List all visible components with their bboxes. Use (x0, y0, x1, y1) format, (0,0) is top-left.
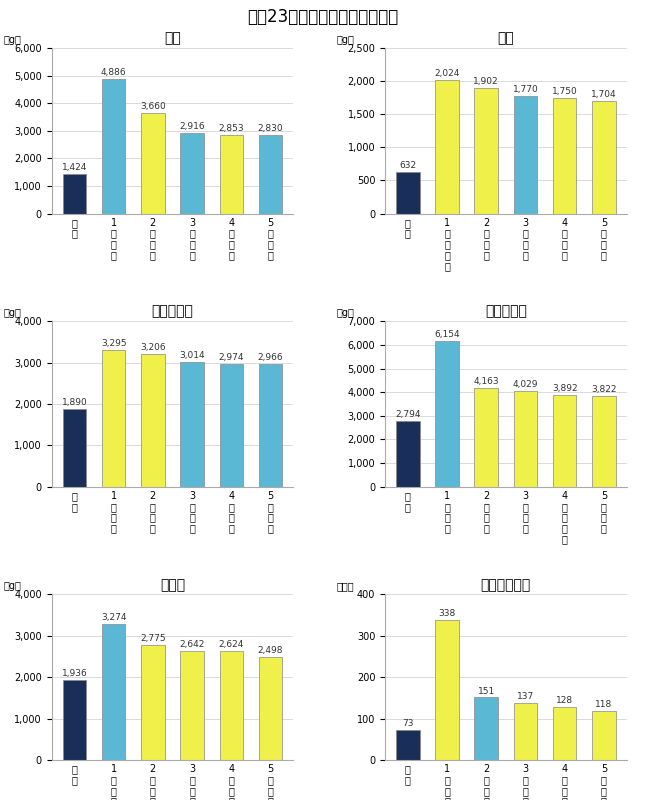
Text: 128: 128 (556, 696, 573, 705)
Title: 合いびき肉: 合いびき肉 (152, 305, 193, 318)
Text: （g）: （g） (3, 308, 21, 318)
Text: 2,966: 2,966 (258, 353, 284, 362)
Bar (63, 680, 86, 760)
Bar (102, 78, 125, 214)
Text: 2,642: 2,642 (180, 640, 205, 649)
Bar (102, 350, 125, 486)
Bar (553, 98, 576, 214)
Text: 137: 137 (517, 692, 534, 702)
Text: （g）: （g） (337, 308, 355, 318)
Text: 2,024: 2,024 (434, 69, 460, 78)
Bar (141, 645, 165, 760)
Bar (474, 388, 498, 486)
Text: 3,892: 3,892 (552, 384, 578, 393)
Title: ごぼう: ごぼう (160, 578, 185, 592)
Bar (220, 135, 243, 214)
Text: 2,794: 2,794 (395, 410, 421, 418)
Bar (553, 707, 576, 760)
Text: 2,775: 2,775 (140, 634, 165, 643)
Title: さつまいも: さつまいも (485, 305, 526, 318)
Bar (435, 620, 459, 760)
Text: 2,853: 2,853 (218, 124, 244, 133)
Bar (435, 342, 459, 486)
Text: 3,274: 3,274 (101, 614, 127, 622)
Text: 2,916: 2,916 (179, 122, 205, 131)
Text: 1,902: 1,902 (474, 77, 499, 86)
Bar (396, 421, 419, 486)
Text: 1,890: 1,890 (61, 398, 87, 406)
Text: 1,424: 1,424 (62, 163, 87, 172)
Text: 平成23年九州ランキンググラフ: 平成23年九州ランキンググラフ (247, 8, 399, 26)
Bar (180, 650, 204, 760)
Bar (220, 364, 243, 486)
Text: 1,936: 1,936 (61, 669, 87, 678)
Text: 4,029: 4,029 (513, 381, 538, 390)
Text: 1,704: 1,704 (591, 90, 617, 98)
Bar (553, 394, 576, 486)
Text: 118: 118 (595, 700, 612, 709)
Text: （g）: （g） (3, 581, 21, 591)
Bar (141, 354, 165, 486)
Title: 干ししいたけ: 干ししいたけ (481, 578, 531, 592)
Bar (180, 133, 204, 214)
Bar (259, 135, 282, 214)
Bar (141, 113, 165, 214)
Text: 2,624: 2,624 (218, 640, 244, 650)
Text: 151: 151 (477, 686, 495, 695)
Bar (592, 101, 616, 214)
Bar (396, 730, 419, 760)
Bar (259, 657, 282, 760)
Bar (474, 698, 498, 760)
Text: 4,886: 4,886 (101, 68, 127, 77)
Text: 2,498: 2,498 (258, 646, 283, 654)
Text: 2,830: 2,830 (258, 125, 284, 134)
Text: 632: 632 (399, 161, 417, 170)
Bar (592, 396, 616, 486)
Text: 3,822: 3,822 (591, 386, 617, 394)
Text: （g）: （g） (3, 34, 21, 45)
Text: 3,295: 3,295 (101, 339, 127, 349)
Bar (63, 174, 86, 214)
Text: 1,770: 1,770 (512, 86, 538, 94)
Bar (63, 409, 86, 486)
Bar (259, 364, 282, 486)
Bar (474, 88, 498, 214)
Bar (514, 391, 537, 486)
Text: 338: 338 (439, 609, 455, 618)
Bar (220, 651, 243, 760)
Text: 4,163: 4,163 (474, 378, 499, 386)
Bar (180, 362, 204, 486)
Text: 2,974: 2,974 (218, 353, 244, 362)
Text: 3,206: 3,206 (140, 343, 165, 352)
Text: 6,154: 6,154 (434, 330, 460, 339)
Text: 3,014: 3,014 (179, 351, 205, 360)
Title: たい: たい (497, 31, 514, 46)
Bar (514, 96, 537, 214)
Text: 3,660: 3,660 (140, 102, 166, 110)
Text: （g）: （g） (337, 34, 355, 45)
Text: 1,750: 1,750 (552, 86, 578, 96)
Bar (435, 79, 459, 214)
Bar (102, 625, 125, 760)
Bar (592, 711, 616, 760)
Text: 73: 73 (402, 718, 413, 728)
Bar (396, 172, 419, 214)
Text: （円）: （円） (337, 581, 355, 591)
Bar (514, 703, 537, 760)
Title: あじ: あじ (164, 31, 181, 46)
